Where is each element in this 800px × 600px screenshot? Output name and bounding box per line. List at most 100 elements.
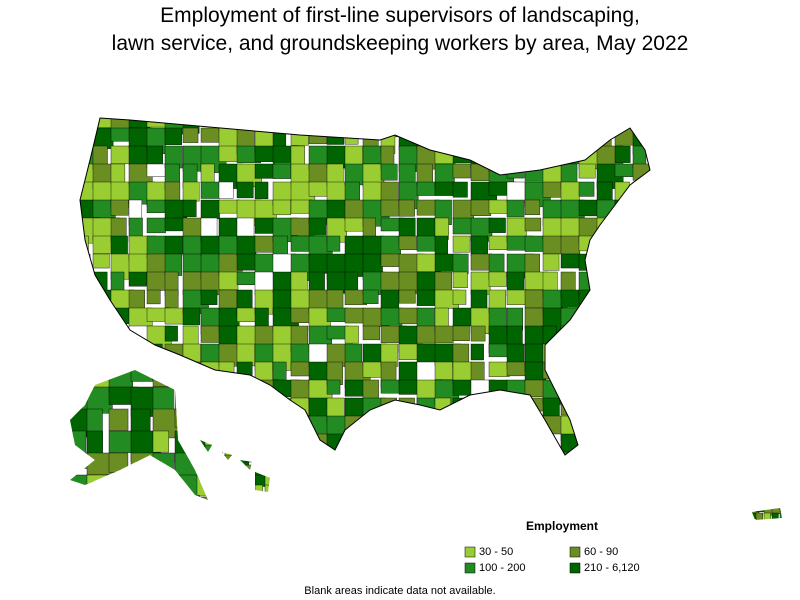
map-area — [108, 408, 129, 431]
map-area — [290, 307, 311, 323]
map-area — [110, 199, 129, 216]
map-area — [560, 361, 579, 387]
map-area — [651, 380, 668, 404]
map-area — [236, 361, 253, 379]
map-area — [506, 199, 525, 218]
map-area — [614, 325, 634, 344]
map-area — [524, 145, 552, 160]
map-area — [651, 182, 676, 206]
map-area — [506, 325, 523, 347]
map-area — [272, 433, 296, 452]
map-area — [218, 415, 242, 439]
map-area — [110, 343, 131, 366]
map-area — [344, 217, 366, 232]
map-area — [488, 235, 510, 250]
map-area — [326, 235, 341, 252]
map-area — [578, 451, 596, 455]
map-area — [452, 433, 475, 451]
map-area — [272, 451, 298, 455]
map-region — [752, 508, 782, 520]
map-area — [614, 415, 634, 431]
map-area — [110, 271, 125, 293]
map-area — [174, 496, 207, 500]
legend-label: 210 - 6,120 — [584, 562, 640, 574]
map-area — [578, 253, 597, 271]
map-area — [542, 361, 567, 380]
map-area — [264, 444, 270, 455]
map-area — [596, 451, 617, 455]
map-area — [398, 199, 415, 217]
map-area — [236, 397, 258, 426]
map-area — [488, 217, 506, 233]
map-area — [651, 434, 677, 458]
map-area — [108, 474, 140, 493]
map-area — [308, 451, 324, 455]
map-area — [416, 415, 432, 433]
map-area — [218, 361, 235, 378]
map-area — [254, 415, 278, 442]
map-area — [234, 454, 250, 467]
map-area — [214, 484, 230, 492]
map-area — [128, 271, 147, 287]
map-area — [632, 253, 650, 275]
map-area — [470, 343, 484, 361]
map-area — [92, 343, 120, 365]
map-area — [614, 217, 631, 232]
map-area — [578, 433, 605, 448]
map-area — [182, 361, 206, 385]
map-area — [470, 118, 490, 128]
map-area — [272, 325, 294, 345]
map-area — [146, 163, 168, 177]
map-area — [362, 415, 384, 430]
map-area — [130, 496, 149, 500]
map-area — [308, 271, 325, 292]
map-area — [164, 181, 181, 203]
map-area — [596, 253, 611, 276]
map-area — [560, 379, 581, 407]
map-area — [524, 325, 545, 347]
map-area — [80, 118, 96, 126]
map-area — [204, 444, 220, 457]
map-area — [651, 362, 665, 381]
map-area — [398, 118, 421, 137]
map-area — [452, 127, 472, 143]
map-area — [614, 235, 637, 251]
map-area — [524, 433, 547, 455]
map-area — [632, 433, 647, 452]
map-area — [214, 474, 229, 488]
map-area — [651, 146, 675, 169]
map-area — [416, 433, 431, 454]
map-area — [224, 474, 238, 485]
map-area — [326, 433, 352, 455]
map-area — [651, 218, 666, 241]
map-area — [470, 415, 487, 435]
map-area — [290, 451, 317, 455]
map-area — [234, 464, 243, 474]
map-area — [632, 325, 650, 340]
map-area — [108, 496, 132, 500]
map-area — [218, 127, 239, 147]
map-area — [224, 464, 235, 474]
map-area — [200, 444, 205, 453]
map-area — [651, 272, 677, 291]
map-area — [110, 235, 128, 255]
map-area — [244, 474, 254, 488]
map-area — [452, 397, 478, 418]
map-area — [470, 163, 490, 181]
map-area — [560, 451, 580, 455]
map-area — [86, 474, 110, 500]
map-area — [434, 235, 448, 254]
map-area — [152, 452, 175, 481]
map-area — [290, 397, 310, 419]
map-area — [614, 253, 638, 268]
map-area — [452, 253, 469, 275]
legend: 30 - 50 60 - 90 100 - 200 210 - 6,120 — [464, 546, 640, 574]
map-area — [344, 379, 364, 397]
map-area — [200, 289, 218, 305]
map-area — [86, 496, 114, 500]
map-area — [218, 199, 240, 214]
map-area — [344, 433, 368, 454]
map-area — [470, 235, 488, 257]
map-area — [524, 217, 542, 232]
map-area — [506, 379, 527, 401]
